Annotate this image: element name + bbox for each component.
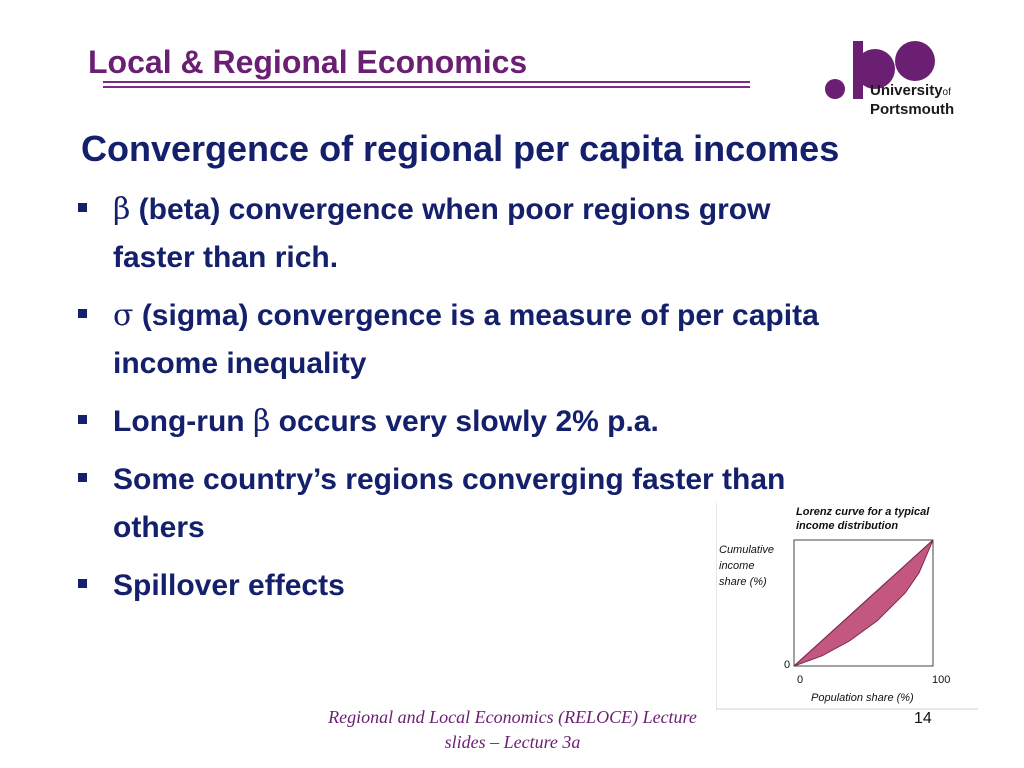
bullet-text-cont: others bbox=[113, 511, 205, 544]
footer-line2: slides – Lecture 3a bbox=[444, 732, 581, 752]
bullet-item-country-regions: Some country’s regions converging faster… bbox=[76, 456, 936, 552]
slide-title: Convergence of regional per capita incom… bbox=[81, 128, 840, 169]
logo-of: of bbox=[942, 87, 951, 98]
equality-line bbox=[793, 539, 934, 667]
beta-symbol: β bbox=[113, 192, 131, 227]
x-axis-label: Population share (%) bbox=[811, 692, 914, 704]
square-bullet-icon bbox=[78, 203, 87, 212]
square-bullet-icon bbox=[78, 579, 87, 588]
bullet-text-prefix: Long-run bbox=[113, 405, 253, 438]
y-axis-label-line3: share (%) bbox=[719, 576, 767, 588]
square-bullet-icon bbox=[78, 415, 87, 424]
bullet-text-cont: income inequality bbox=[113, 347, 367, 380]
bullet-item-beta: β (beta) convergence when poor regions g… bbox=[76, 186, 936, 282]
beta-symbol: β bbox=[252, 404, 271, 439]
chart-title-line2: income distribution bbox=[796, 520, 898, 532]
plot-area bbox=[793, 539, 934, 667]
header-title: Local & Regional Economics bbox=[88, 44, 528, 80]
x-tick-label: 100 bbox=[932, 674, 950, 686]
logo-line2: Portsmouth bbox=[870, 101, 955, 118]
bullet-text: (beta) convergence when poor regions gro… bbox=[130, 193, 771, 226]
bullet-text: Spillover effects bbox=[113, 569, 345, 602]
bullet-text: Some country’s regions converging faster… bbox=[113, 463, 786, 496]
bullet-text-cont: faster than rich. bbox=[113, 241, 339, 274]
footer-caption: Regional and Local Economics (RELOCE) Le… bbox=[300, 705, 725, 755]
lorenz-curve-chart: Lorenz curve for a typical income distri… bbox=[716, 503, 978, 710]
bullet-text: (sigma) convergence is a measure of per … bbox=[133, 299, 819, 332]
square-bullet-icon bbox=[78, 309, 87, 318]
square-bullet-icon bbox=[78, 473, 87, 482]
bullet-list: β (beta) convergence when poor regions g… bbox=[76, 186, 936, 620]
bullet-item-sigma: σ (sigma) convergence is a measure of pe… bbox=[76, 292, 936, 388]
header-double-rule bbox=[103, 81, 750, 88]
logo-line1: University bbox=[870, 82, 943, 99]
footer-line1: Regional and Local Economics (RELOCE) Le… bbox=[328, 707, 697, 727]
y-tick-label: 0 bbox=[784, 659, 790, 671]
bullet-item-long-run: Long-run β occurs very slowly 2% p.a. bbox=[76, 398, 936, 446]
y-axis-label-line1: Cumulative bbox=[719, 544, 774, 556]
page-number: 14 bbox=[914, 710, 932, 727]
bullet-item-spillover: Spillover effects bbox=[76, 562, 936, 610]
sigma-symbol: σ bbox=[113, 298, 134, 333]
university-logo bbox=[825, 41, 935, 99]
y-axis-label-line2: income bbox=[719, 560, 754, 572]
chart-title-line1: Lorenz curve for a typical bbox=[796, 506, 930, 518]
x-tick-label: 0 bbox=[797, 674, 803, 686]
logo-wordmark: Universityof Portsmouth bbox=[870, 82, 954, 118]
bullet-text-suffix: occurs very slowly 2% p.a. bbox=[270, 405, 659, 438]
